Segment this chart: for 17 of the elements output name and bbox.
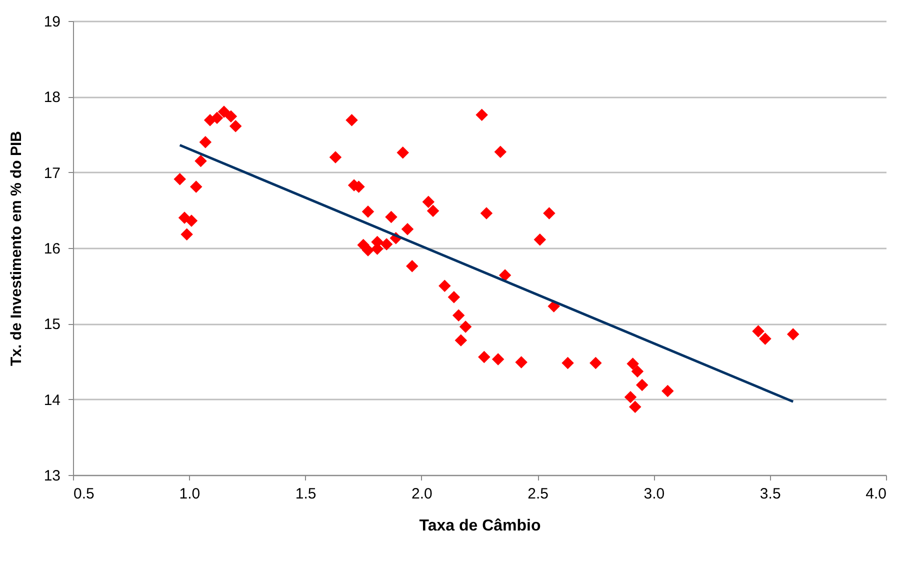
y-tick-label: 18: [44, 89, 60, 106]
y-tick-label: 17: [44, 164, 60, 182]
y-tick-label: 14: [44, 392, 60, 409]
x-tick-label: 1.0: [179, 486, 200, 502]
x-tick-label: 3.0: [644, 486, 665, 502]
x-axis-title: Taxa de Câmbio: [419, 518, 541, 534]
x-tick-label: 0.5: [74, 486, 94, 502]
y-tick-label: 15: [44, 316, 60, 334]
y-tick-label: 13: [44, 468, 60, 484]
x-tick-label: 2.5: [528, 486, 548, 502]
y-tick-label: 19: [44, 14, 60, 30]
x-tick-label: 4.0: [866, 486, 886, 502]
x-tick-label: 1.5: [295, 486, 316, 502]
y-axis-title: Tx. de Investimento em % do PIB: [8, 130, 25, 366]
x-tick-label: 3.5: [760, 486, 781, 502]
y-tick-label: 16: [44, 240, 60, 258]
x-tick-label: 2.0: [412, 486, 432, 502]
